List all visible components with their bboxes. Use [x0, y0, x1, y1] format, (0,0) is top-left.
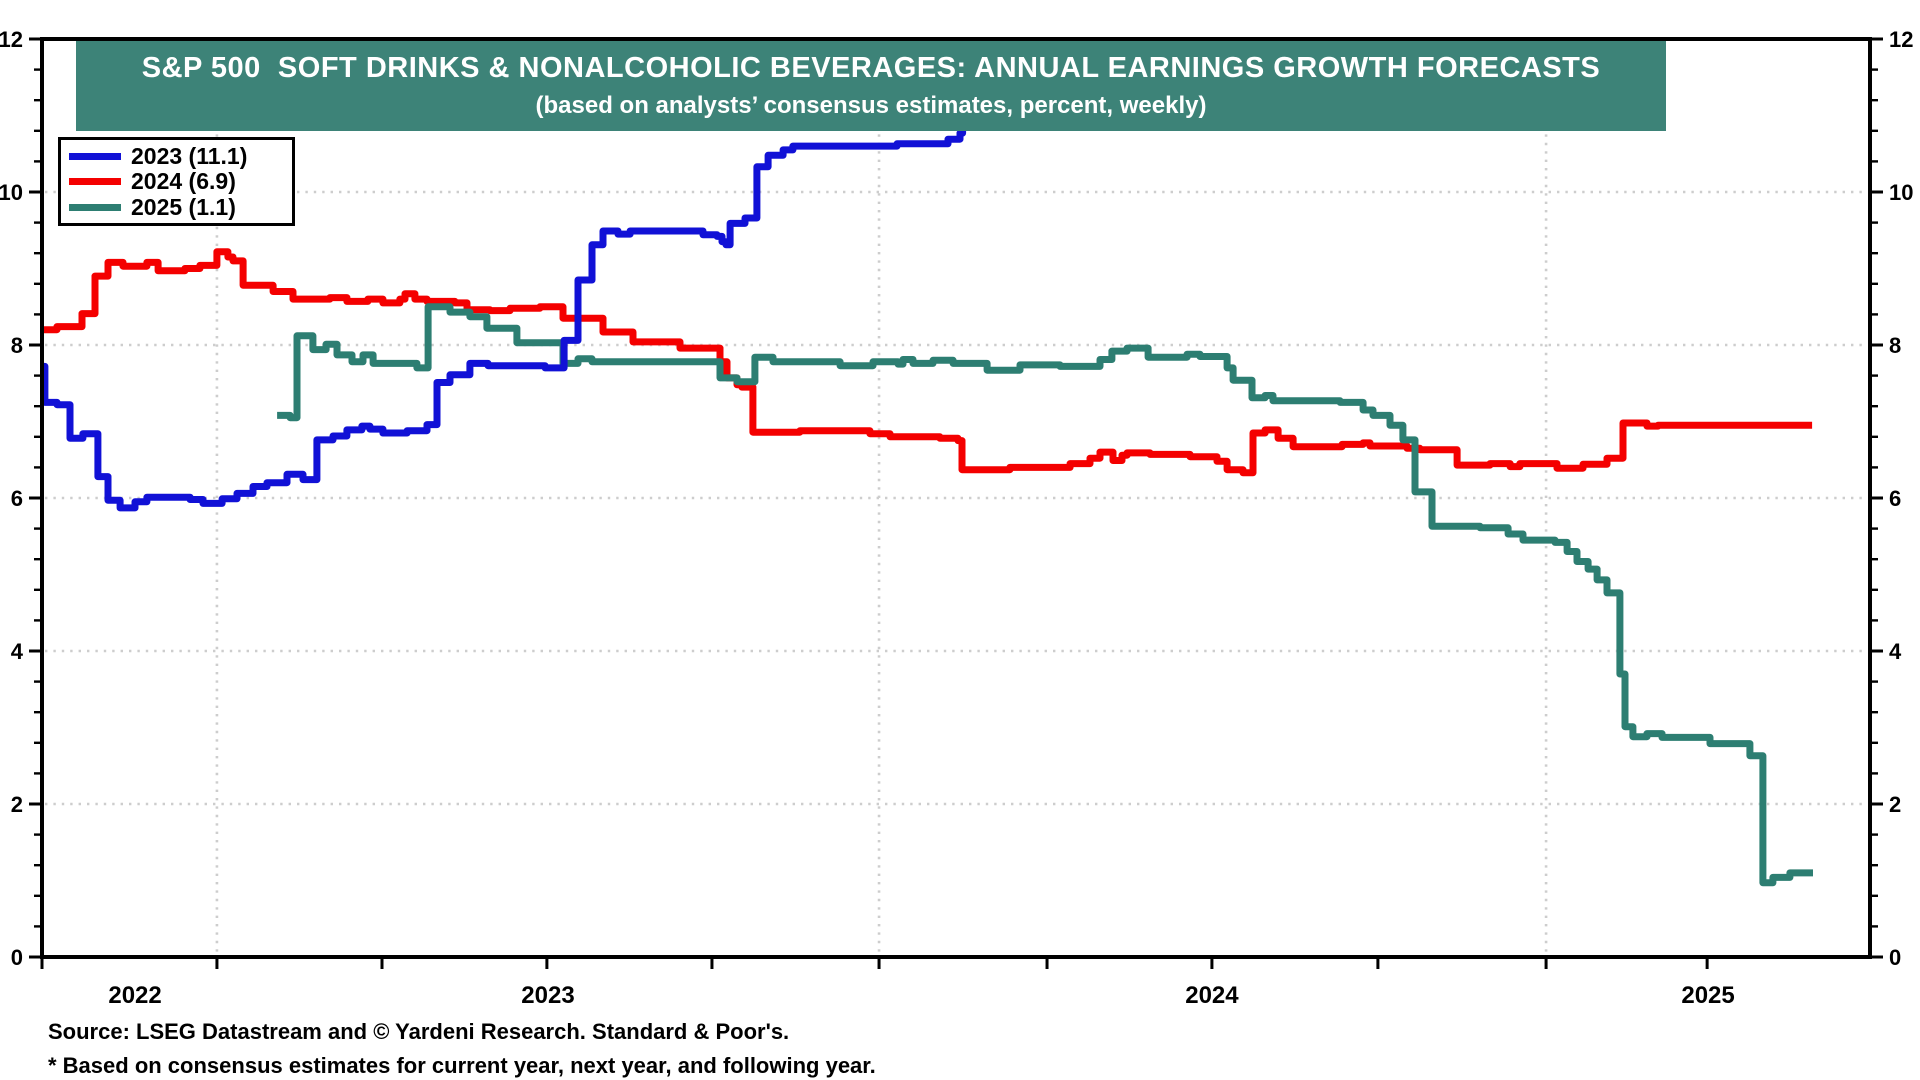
footnote-text: * Based on consensus estimates for curre… [48, 1053, 876, 1078]
chart-title-banner: S&P 500 SOFT DRINKS & NONALCOHOLIC BEVER… [76, 41, 1666, 131]
y-axis-label-right: 12 [1889, 27, 1913, 52]
legend-label: 2023 (11.1) [131, 142, 248, 169]
chart-legend: 2023 (11.1) 2024 (6.9) 2025 (1.1) [58, 137, 295, 226]
legend-swatch-teal [69, 203, 121, 211]
y-axis-label-left: 2 [11, 792, 23, 817]
x-year-label: 2022 [108, 982, 161, 1009]
y-axis-label-right: 10 [1889, 180, 1913, 205]
x-year-label: 2023 [521, 982, 574, 1009]
series-line-2023 [41, 104, 967, 512]
y-axis-label-right: 2 [1889, 792, 1901, 817]
chart-subtitle: (based on analysts’ consensus estimates,… [535, 92, 1207, 119]
legend-swatch-blue [69, 152, 121, 160]
legend-label: 2025 (1.1) [131, 193, 236, 220]
y-axis-label-left: 12 [0, 27, 23, 52]
y-axis-label-left: 6 [11, 486, 23, 511]
y-axis-label-left: 8 [11, 333, 23, 358]
y-axis-label-right: 8 [1889, 333, 1901, 358]
legend-item: 2023 (11.1) [69, 142, 292, 169]
x-year-label: 2024 [1185, 982, 1239, 1009]
source-text: Source: LSEG Datastream and © Yardeni Re… [48, 1019, 790, 1044]
legend-swatch-red [69, 178, 121, 185]
legend-label: 2024 (6.9) [131, 168, 236, 194]
y-axis-label-right: 6 [1889, 486, 1901, 511]
series-line-2024 [42, 248, 1813, 477]
legend-item: 2024 (6.9) [69, 170, 292, 193]
plot-border [40, 37, 1872, 959]
series-line-2025 [277, 303, 1813, 887]
y-axis-label-left: 0 [11, 945, 23, 970]
y-axis-label-right: 4 [1889, 639, 1902, 664]
chart-title: S&P 500 SOFT DRINKS & NONALCOHOLIC BEVER… [141, 52, 1601, 84]
x-year-label: 2025 [1681, 982, 1734, 1009]
legend-item: 2025 (1.1) [69, 193, 292, 220]
y-axis-label-right: 0 [1889, 945, 1901, 970]
y-axis-label-left: 4 [11, 639, 24, 664]
y-axis-label-left: 10 [0, 180, 23, 205]
